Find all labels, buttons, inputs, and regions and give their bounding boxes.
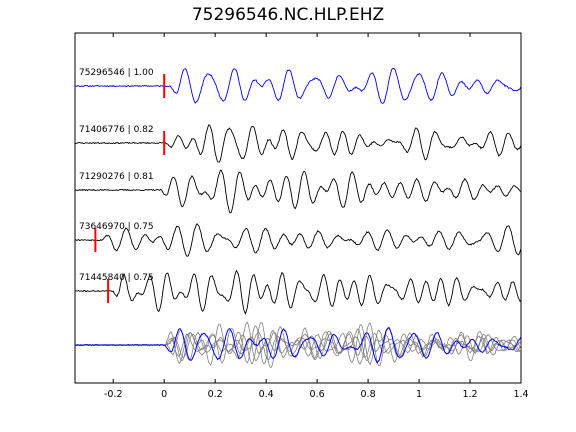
stack-reference-line — [74, 327, 522, 364]
x-tick-label: 1.4 — [513, 389, 528, 400]
x-tick-label: 0.6 — [310, 389, 325, 400]
trace-label: 71445840 | 0.75 — [79, 273, 154, 283]
trace-label: 73646970 | 0.75 — [79, 222, 154, 232]
trace-line — [75, 269, 522, 315]
trace-line — [74, 67, 522, 104]
trace-label: 71290276 | 0.81 — [79, 172, 154, 182]
x-tick-label: 0.4 — [259, 389, 274, 400]
x-axis: -0.2 0 0.2 0.4 0.6 0.8 1 1.2 1.4 — [104, 33, 529, 400]
trace-labels: 75296546 | 1.00 71406776 | 0.82 71290276 |… — [79, 68, 154, 283]
trace-group — [74, 67, 522, 315]
trace-line — [74, 124, 522, 163]
chart-title: 75296546.NC.HLP.EHZ — [191, 5, 385, 25]
x-tick-label: -0.2 — [104, 389, 123, 400]
trace-label: 71406776 | 0.82 — [79, 125, 154, 135]
trace-label: 75296546 | 1.00 — [79, 68, 154, 78]
trace-line — [74, 223, 522, 257]
x-tick-label: 1 — [416, 389, 422, 400]
x-tick-label: 0.2 — [208, 389, 223, 400]
x-tick-label: 0 — [161, 389, 167, 400]
x-tick-label: 0.8 — [361, 389, 376, 400]
x-tick-label: 1.2 — [462, 389, 477, 400]
plot-area-frame — [74, 32, 522, 384]
trace-line — [75, 169, 522, 214]
stacked-overlay — [74, 321, 522, 368]
pick-markers — [94, 74, 166, 303]
